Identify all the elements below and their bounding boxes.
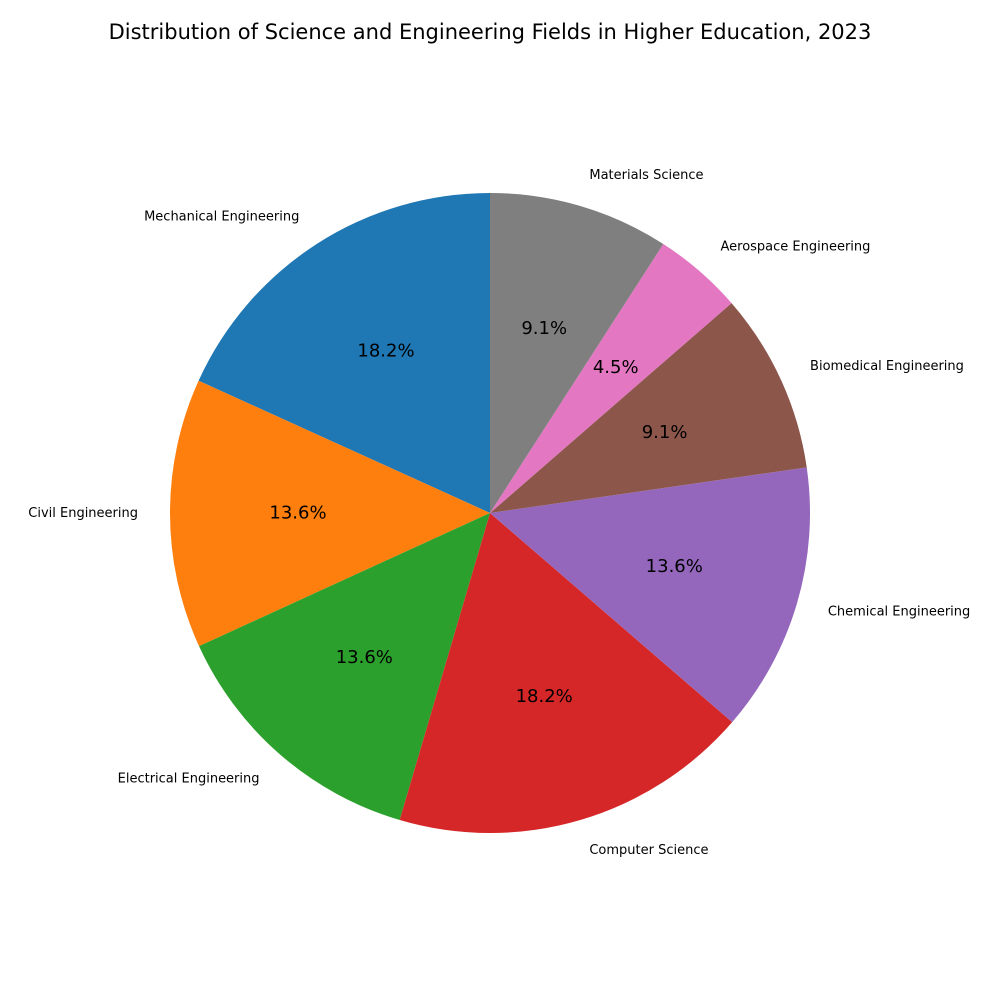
slice-percent-0: 18.2% [357,341,414,362]
pie-slice-0 [198,193,491,513]
pie-slice-1 [169,380,490,647]
slice-label-0: Mechanical Engineering [144,210,299,225]
slice-label-7: Materials Science [589,168,703,183]
pie-slice-6 [490,244,732,513]
slice-percent-5: 9.1% [642,422,688,443]
pie-slices [169,193,811,834]
slice-label-2: Electrical Engineering [118,772,260,787]
slice-label-3: Computer Science [589,843,708,858]
slice-percent-6: 4.5% [593,357,639,378]
slice-percent-2: 13.6% [336,647,393,668]
chart-title: Distribution of Science and Engineering … [109,20,872,44]
pie-slice-4 [490,467,811,723]
slice-label-6: Aerospace Engineering [720,239,870,254]
slice-percent-1: 13.6% [269,502,326,523]
pie-slice-2 [199,513,490,820]
slice-percent-7: 9.1% [521,318,567,339]
slice-label-5: Biomedical Engineering [810,359,964,374]
pie-slice-7 [490,193,664,513]
pie-slice-3 [399,513,733,834]
pie-slice-5 [490,303,807,513]
slice-percent-4: 13.6% [646,556,703,577]
slice-percent-3: 18.2% [516,686,573,707]
slice-label-4: Chemical Engineering [828,604,970,619]
pie-labels: Mechanical Engineering 18.2% Civil Enginee… [28,168,970,858]
slice-label-1: Civil Engineering [28,506,138,521]
